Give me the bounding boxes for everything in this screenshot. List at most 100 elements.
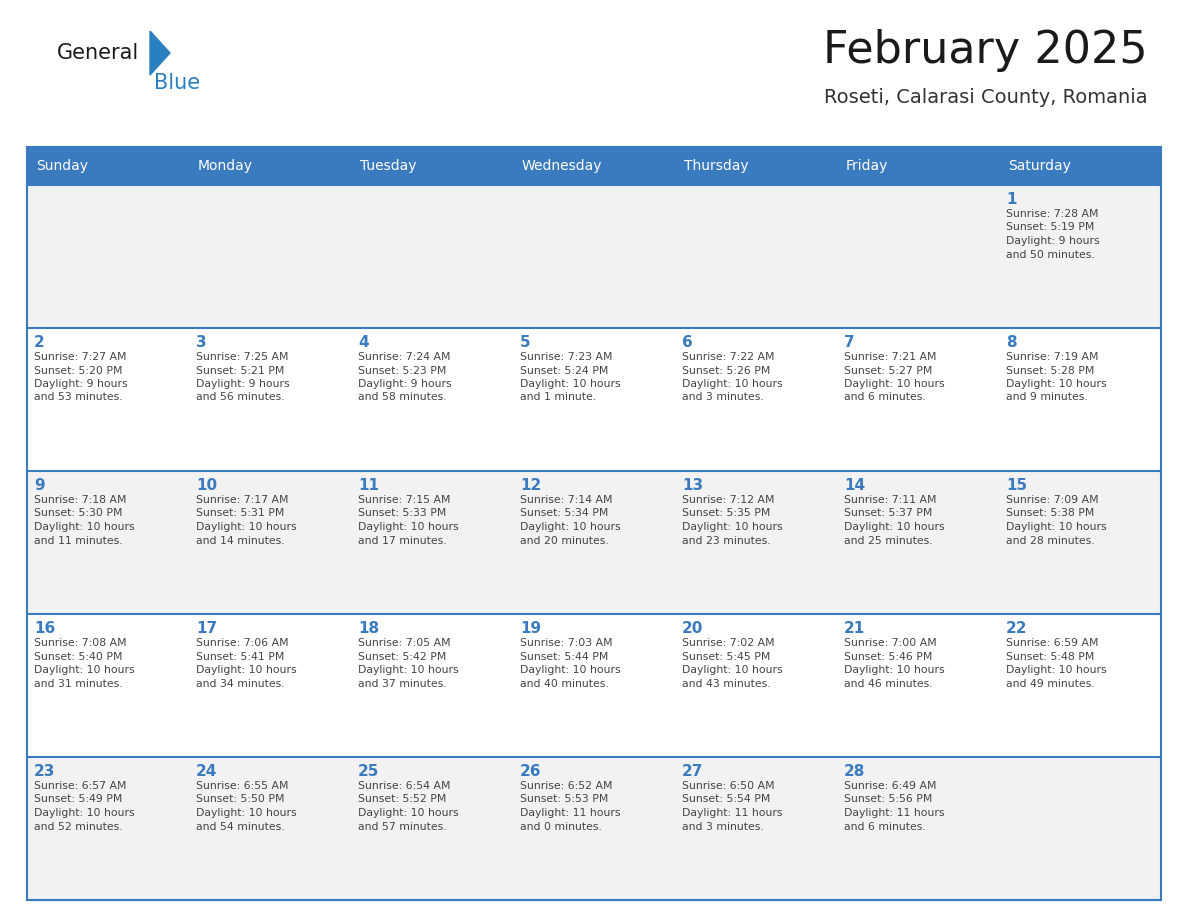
Text: Sunset: 5:38 PM: Sunset: 5:38 PM <box>1006 509 1094 519</box>
Text: Daylight: 9 hours: Daylight: 9 hours <box>196 379 290 389</box>
Text: Daylight: 10 hours: Daylight: 10 hours <box>843 665 944 675</box>
Text: and 20 minutes.: and 20 minutes. <box>520 535 608 545</box>
Bar <box>27 471 1161 614</box>
Text: Thursday: Thursday <box>684 159 748 173</box>
Text: 26: 26 <box>520 764 542 779</box>
Bar <box>27 328 1161 471</box>
Text: 27: 27 <box>682 764 703 779</box>
Text: Sunset: 5:53 PM: Sunset: 5:53 PM <box>520 794 608 804</box>
Text: Sunrise: 7:18 AM: Sunrise: 7:18 AM <box>34 495 126 505</box>
Text: Sunset: 5:24 PM: Sunset: 5:24 PM <box>520 365 608 375</box>
Text: Sunset: 5:37 PM: Sunset: 5:37 PM <box>843 509 933 519</box>
Text: Sunset: 5:40 PM: Sunset: 5:40 PM <box>34 652 122 662</box>
Text: Sunrise: 7:00 AM: Sunrise: 7:00 AM <box>843 638 937 648</box>
Text: Daylight: 10 hours: Daylight: 10 hours <box>843 379 944 389</box>
Bar <box>27 185 1161 328</box>
Text: 14: 14 <box>843 478 865 493</box>
Text: Sunrise: 7:28 AM: Sunrise: 7:28 AM <box>1006 209 1099 219</box>
Text: Daylight: 10 hours: Daylight: 10 hours <box>196 665 297 675</box>
Text: 28: 28 <box>843 764 865 779</box>
Text: Sunset: 5:28 PM: Sunset: 5:28 PM <box>1006 365 1094 375</box>
Text: 21: 21 <box>843 621 865 636</box>
Text: and 6 minutes.: and 6 minutes. <box>843 393 925 402</box>
Text: Sunset: 5:30 PM: Sunset: 5:30 PM <box>34 509 122 519</box>
Text: Daylight: 10 hours: Daylight: 10 hours <box>843 522 944 532</box>
Text: Sunset: 5:31 PM: Sunset: 5:31 PM <box>196 509 284 519</box>
Text: Sunset: 5:41 PM: Sunset: 5:41 PM <box>196 652 284 662</box>
Text: Saturday: Saturday <box>1007 159 1070 173</box>
Text: Daylight: 9 hours: Daylight: 9 hours <box>1006 236 1100 246</box>
Text: Daylight: 10 hours: Daylight: 10 hours <box>358 665 459 675</box>
Text: 17: 17 <box>196 621 217 636</box>
Text: 16: 16 <box>34 621 56 636</box>
Text: and 0 minutes.: and 0 minutes. <box>520 822 602 832</box>
Text: Sunset: 5:45 PM: Sunset: 5:45 PM <box>682 652 770 662</box>
Text: Sunrise: 7:19 AM: Sunrise: 7:19 AM <box>1006 352 1099 362</box>
Text: Daylight: 10 hours: Daylight: 10 hours <box>520 522 620 532</box>
Text: and 28 minutes.: and 28 minutes. <box>1006 535 1094 545</box>
Text: 7: 7 <box>843 335 854 350</box>
Text: Daylight: 10 hours: Daylight: 10 hours <box>682 522 783 532</box>
Text: Daylight: 11 hours: Daylight: 11 hours <box>682 808 783 818</box>
Text: Sunrise: 7:08 AM: Sunrise: 7:08 AM <box>34 638 127 648</box>
Text: 20: 20 <box>682 621 703 636</box>
Text: Daylight: 10 hours: Daylight: 10 hours <box>682 665 783 675</box>
Text: Friday: Friday <box>846 159 889 173</box>
Text: and 1 minute.: and 1 minute. <box>520 393 596 402</box>
Text: Sunset: 5:27 PM: Sunset: 5:27 PM <box>843 365 933 375</box>
Text: Sunrise: 6:50 AM: Sunrise: 6:50 AM <box>682 781 775 791</box>
Text: Sunrise: 7:25 AM: Sunrise: 7:25 AM <box>196 352 289 362</box>
Text: 10: 10 <box>196 478 217 493</box>
Bar <box>27 614 1161 757</box>
Text: and 3 minutes.: and 3 minutes. <box>682 822 764 832</box>
Text: Sunrise: 7:24 AM: Sunrise: 7:24 AM <box>358 352 450 362</box>
Bar <box>27 147 1161 900</box>
Text: Sunrise: 7:06 AM: Sunrise: 7:06 AM <box>196 638 289 648</box>
Text: Daylight: 10 hours: Daylight: 10 hours <box>196 808 297 818</box>
Text: Sunset: 5:49 PM: Sunset: 5:49 PM <box>34 794 122 804</box>
Text: Sunrise: 7:02 AM: Sunrise: 7:02 AM <box>682 638 775 648</box>
Text: Sunrise: 6:52 AM: Sunrise: 6:52 AM <box>520 781 613 791</box>
Text: 8: 8 <box>1006 335 1017 350</box>
Text: Wednesday: Wednesday <box>522 159 602 173</box>
Text: Sunset: 5:35 PM: Sunset: 5:35 PM <box>682 509 770 519</box>
Text: Daylight: 10 hours: Daylight: 10 hours <box>520 665 620 675</box>
Text: Daylight: 10 hours: Daylight: 10 hours <box>520 379 620 389</box>
Text: 13: 13 <box>682 478 703 493</box>
Text: 12: 12 <box>520 478 542 493</box>
Text: and 46 minutes.: and 46 minutes. <box>843 678 933 688</box>
Text: Monday: Monday <box>198 159 253 173</box>
Text: Daylight: 10 hours: Daylight: 10 hours <box>358 808 459 818</box>
Text: Sunrise: 7:05 AM: Sunrise: 7:05 AM <box>358 638 450 648</box>
Text: February 2025: February 2025 <box>823 28 1148 72</box>
Text: Sunrise: 7:14 AM: Sunrise: 7:14 AM <box>520 495 613 505</box>
Text: Daylight: 9 hours: Daylight: 9 hours <box>358 379 451 389</box>
Text: and 25 minutes.: and 25 minutes. <box>843 535 933 545</box>
Text: Daylight: 10 hours: Daylight: 10 hours <box>1006 522 1107 532</box>
Text: and 43 minutes.: and 43 minutes. <box>682 678 771 688</box>
Text: Sunrise: 7:09 AM: Sunrise: 7:09 AM <box>1006 495 1099 505</box>
Text: and 31 minutes.: and 31 minutes. <box>34 678 122 688</box>
Text: and 37 minutes.: and 37 minutes. <box>358 678 447 688</box>
Text: and 50 minutes.: and 50 minutes. <box>1006 250 1095 260</box>
Text: Daylight: 10 hours: Daylight: 10 hours <box>358 522 459 532</box>
Text: and 34 minutes.: and 34 minutes. <box>196 678 285 688</box>
Text: 22: 22 <box>1006 621 1028 636</box>
Text: Sunrise: 6:57 AM: Sunrise: 6:57 AM <box>34 781 126 791</box>
Text: 15: 15 <box>1006 478 1028 493</box>
Text: and 52 minutes.: and 52 minutes. <box>34 822 122 832</box>
Text: and 57 minutes.: and 57 minutes. <box>358 822 447 832</box>
Text: Sunset: 5:46 PM: Sunset: 5:46 PM <box>843 652 933 662</box>
Text: Sunset: 5:56 PM: Sunset: 5:56 PM <box>843 794 933 804</box>
Text: Daylight: 11 hours: Daylight: 11 hours <box>520 808 620 818</box>
Text: Sunset: 5:50 PM: Sunset: 5:50 PM <box>196 794 284 804</box>
Text: Sunrise: 7:22 AM: Sunrise: 7:22 AM <box>682 352 775 362</box>
Text: Sunset: 5:34 PM: Sunset: 5:34 PM <box>520 509 608 519</box>
Text: Sunset: 5:21 PM: Sunset: 5:21 PM <box>196 365 284 375</box>
Text: and 11 minutes.: and 11 minutes. <box>34 535 122 545</box>
Text: and 23 minutes.: and 23 minutes. <box>682 535 771 545</box>
Text: Sunrise: 6:54 AM: Sunrise: 6:54 AM <box>358 781 450 791</box>
Text: Sunset: 5:19 PM: Sunset: 5:19 PM <box>1006 222 1094 232</box>
Text: and 6 minutes.: and 6 minutes. <box>843 822 925 832</box>
Text: Sunset: 5:20 PM: Sunset: 5:20 PM <box>34 365 122 375</box>
